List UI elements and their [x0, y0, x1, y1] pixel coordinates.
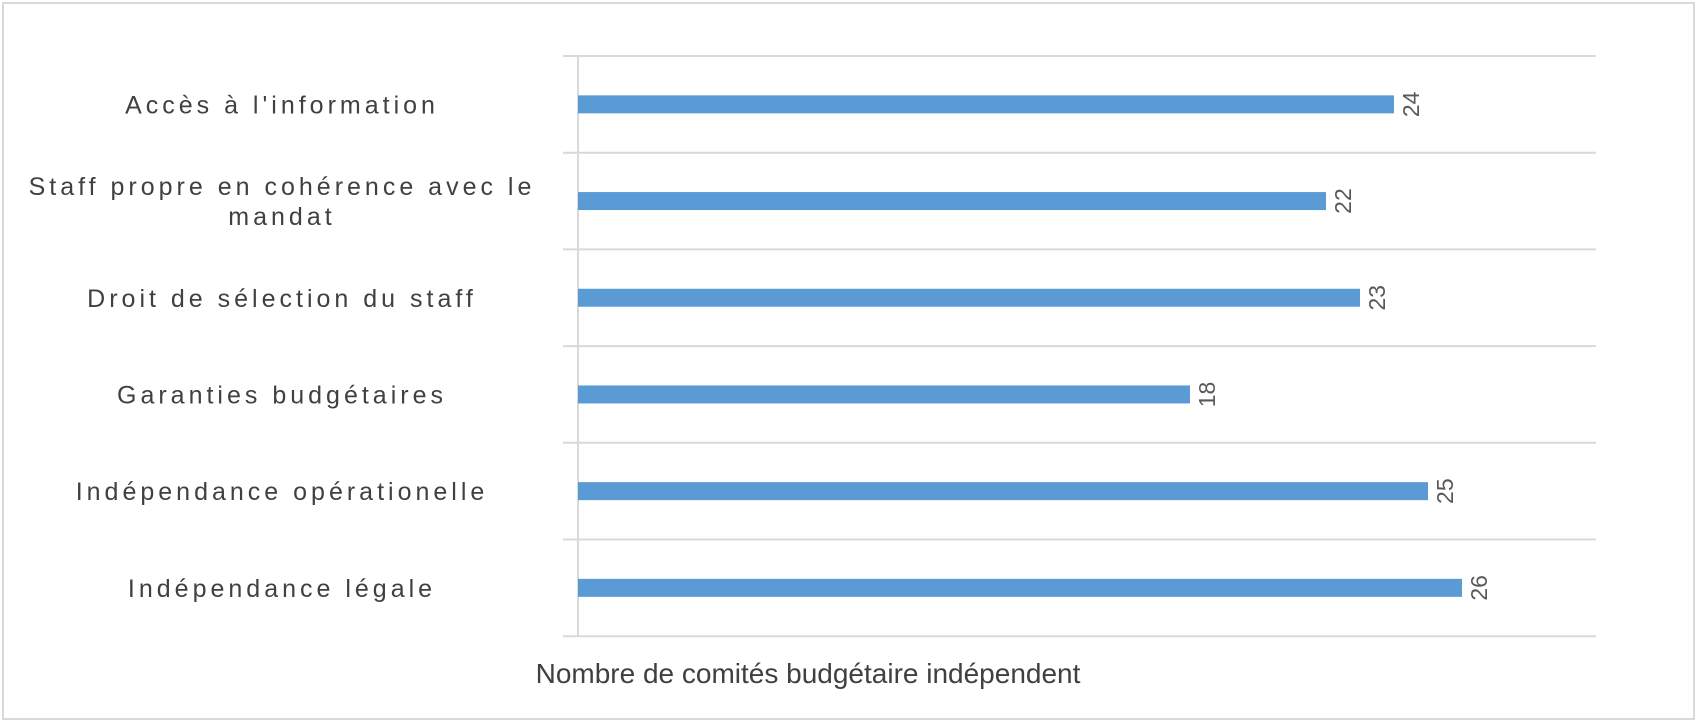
bar [578, 192, 1326, 211]
bar [578, 578, 1462, 597]
bar [578, 95, 1394, 114]
data-label: 23 [1364, 285, 1390, 311]
bar [578, 385, 1190, 404]
data-label: 25 [1432, 478, 1458, 504]
category-label: Droit de sélection du staff [87, 285, 477, 313]
data-label: 18 [1194, 382, 1220, 408]
category-label: Indépendance légale [128, 575, 436, 603]
data-label: 22 [1330, 188, 1356, 214]
x-axis-title: Nombre de comités budgétaire indépendent [536, 658, 1081, 689]
bar-layer [578, 95, 1462, 597]
label-layer: 24 Accès à l'information 22 Staff propre en… [29, 91, 1492, 602]
category-label: Accès à l'information [125, 91, 439, 119]
category-label: Staff propre en cohérence avec le mandat [29, 173, 536, 231]
data-label: 26 [1466, 575, 1492, 601]
category-label: Indépendance opérationelle [76, 478, 489, 506]
bar [578, 482, 1428, 501]
grid-layer [563, 55, 1596, 638]
bar [578, 288, 1360, 307]
data-label: 24 [1398, 91, 1424, 117]
category-label: Garanties budgétaires [117, 381, 447, 409]
